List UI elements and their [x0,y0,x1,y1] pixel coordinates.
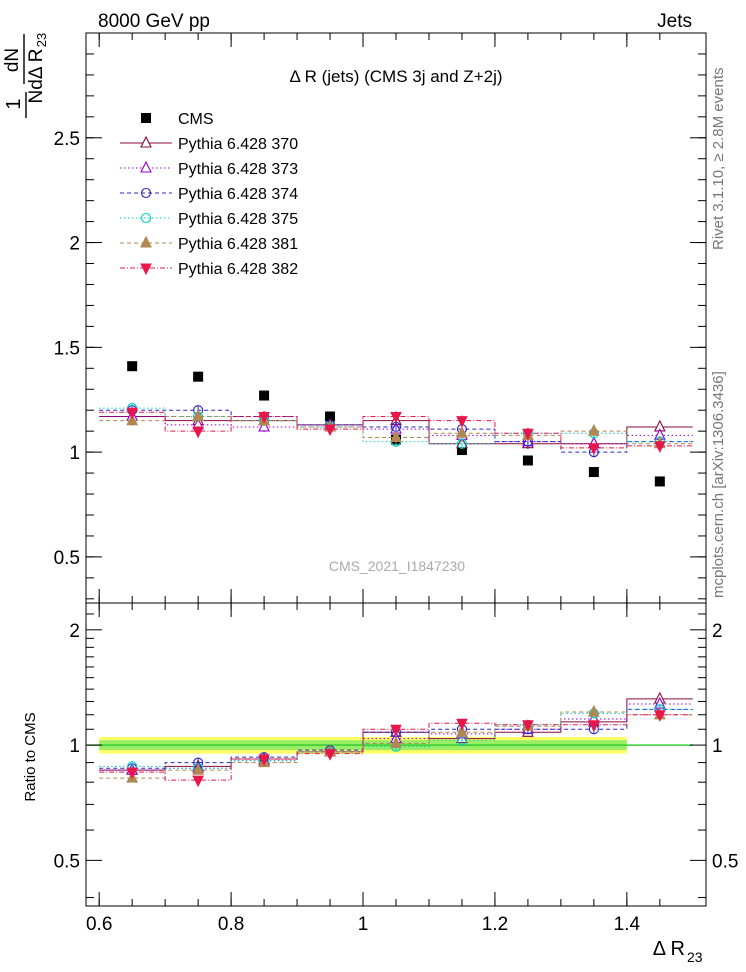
legend-marker-p375 [140,212,152,224]
x-tick-label: 1.2 [482,914,508,935]
main-panel: Δ R (jets) (CMS 3j and Z+2j) CMS_2021_I1… [2,32,707,604]
legend: CMS Pythia 6.428 370 Pythia 6.428 373 Pythi… [120,111,298,278]
ratio-y-tick-label-right: 1 [712,736,723,757]
legend-entry-p373: Pythia 6.428 373 [120,160,298,178]
data-point-CMS [259,390,270,401]
ratio-point-p382 [126,767,138,780]
data-point-p382 [654,441,666,453]
legend-marker-p373 [140,160,152,173]
rivet-version-label: Rivet 3.1.10, ≥ 2.8M events [710,68,727,251]
legend-marker-p381 [140,235,152,248]
y-tick-label: 0.5 [54,548,80,569]
ratio-y-label: Ratio to CMS [22,712,39,801]
ratio-y-tick-label: 1 [69,736,80,757]
data-point-p381 [587,423,600,436]
legend-entry-p381: Pythia 6.428 381 [120,235,298,253]
ratio-y-tick-label-right: 0.5 [712,851,738,872]
data-point-p382 [390,411,402,424]
legend-label: Pythia 6.428 375 [178,211,298,228]
watermark-label: CMS_2021_I1847230 [329,558,465,574]
y-label-denominator: NdΔ R [26,49,47,104]
header-process-label: Jets [657,11,692,32]
x-axis-label-sub: 23 [687,949,703,965]
x-tick-label: 0.8 [218,914,244,935]
legend-label: Pythia 6.428 370 [178,136,298,153]
ratio-y-tick-label: 0.5 [54,851,80,872]
y-label-numerator: dN [2,48,23,72]
ratio-point-p381 [587,704,600,717]
ratio-point-p381 [192,762,205,775]
data-point-CMS [588,467,599,478]
legend-marker-p370 [140,135,152,148]
ratio-point-p381 [456,725,468,737]
plot-title: Δ R (jets) (CMS 3j and Z+2j) [289,67,502,86]
ratio-line-p382 [99,714,693,781]
data-point-p381 [126,413,139,426]
ratio-y-tick-label-right: 2 [712,621,723,642]
y-label-prefix: 1 [3,98,25,109]
data-point-p381 [456,426,468,438]
legend-label: Pythia 6.428 382 [178,261,298,278]
mcplots-label: mcplots.cern.ch [arXiv:1306.3436] [710,371,727,598]
data-point-p382 [192,426,204,439]
ratio-y-tick-label: 2 [69,621,80,642]
ratio-point-p382 [390,724,402,737]
data-point-CMS [522,455,533,466]
legend-entry-p382: Pythia 6.428 382 [120,261,298,278]
data-point-p382 [324,424,336,437]
ratio-series-p382 [99,710,693,788]
data-point-CMS [654,476,665,487]
data-point-p382 [126,407,138,420]
legend-marker-p374 [140,187,152,199]
y-tick-label: 2.5 [54,129,80,150]
data-point-p381 [192,409,205,422]
ratio-point-p382 [192,775,204,788]
y-tick-label: 2 [69,234,80,255]
data-point-p382 [588,443,600,456]
data-point-CMS [127,361,138,372]
legend-entry-CMS: CMS [141,111,214,128]
y-label-denominator-sub: 23 [34,33,49,47]
series-line-p375 [99,407,693,445]
series-p382 [99,407,693,456]
ratio-point-p382 [258,754,270,767]
ratio-point-p382 [588,720,600,732]
y-tick-label: 1.5 [54,338,80,359]
ratio-point-p381 [390,736,402,748]
legend-label: Pythia 6.428 373 [178,161,298,178]
ratio-point-p382 [456,718,468,731]
series-line-p374 [99,409,693,453]
data-point-p382 [456,416,468,428]
data-point-CMS [456,445,467,456]
legend-marker-CMS [141,113,151,123]
ratio-point-p382 [654,710,666,722]
y-tick-label: 1 [69,443,80,464]
ratio-point-p382 [522,720,534,732]
ratio-panel: Ratio to CMS 0.5 0.5 1 1 2 2 0.6 0.8 1 1.2 1.4 Δ R… [22,602,738,965]
series-line-p382 [99,411,693,449]
ratio-plot-frame [85,602,707,907]
header-energy-label: 8000 GeV pp [98,11,210,32]
data-point-p373 [258,419,270,432]
legend-label: Pythia 6.428 381 [178,236,298,253]
legend-entry-p375: Pythia 6.428 375 [120,211,298,228]
x-tick-label: 1 [358,914,369,935]
legend-entry-p370: Pythia 6.428 370 [120,135,298,153]
data-point-CMS [325,411,336,422]
data-point-p382 [258,411,270,424]
x-tick-label: 1.4 [614,914,641,935]
ratio-point-p382 [324,749,336,761]
legend-label: Pythia 6.428 374 [178,186,298,203]
data-point-p382 [522,428,534,441]
data-point-CMS [193,371,204,382]
data-point-p381 [390,430,402,442]
legend-marker-p382 [140,263,152,276]
x-tick-label: 0.6 [86,914,112,935]
x-axis-label: Δ R [653,938,685,960]
legend-label: CMS [178,111,214,128]
legend-entry-p374: Pythia 6.428 374 [120,186,298,203]
data-point-p375 [456,438,468,449]
